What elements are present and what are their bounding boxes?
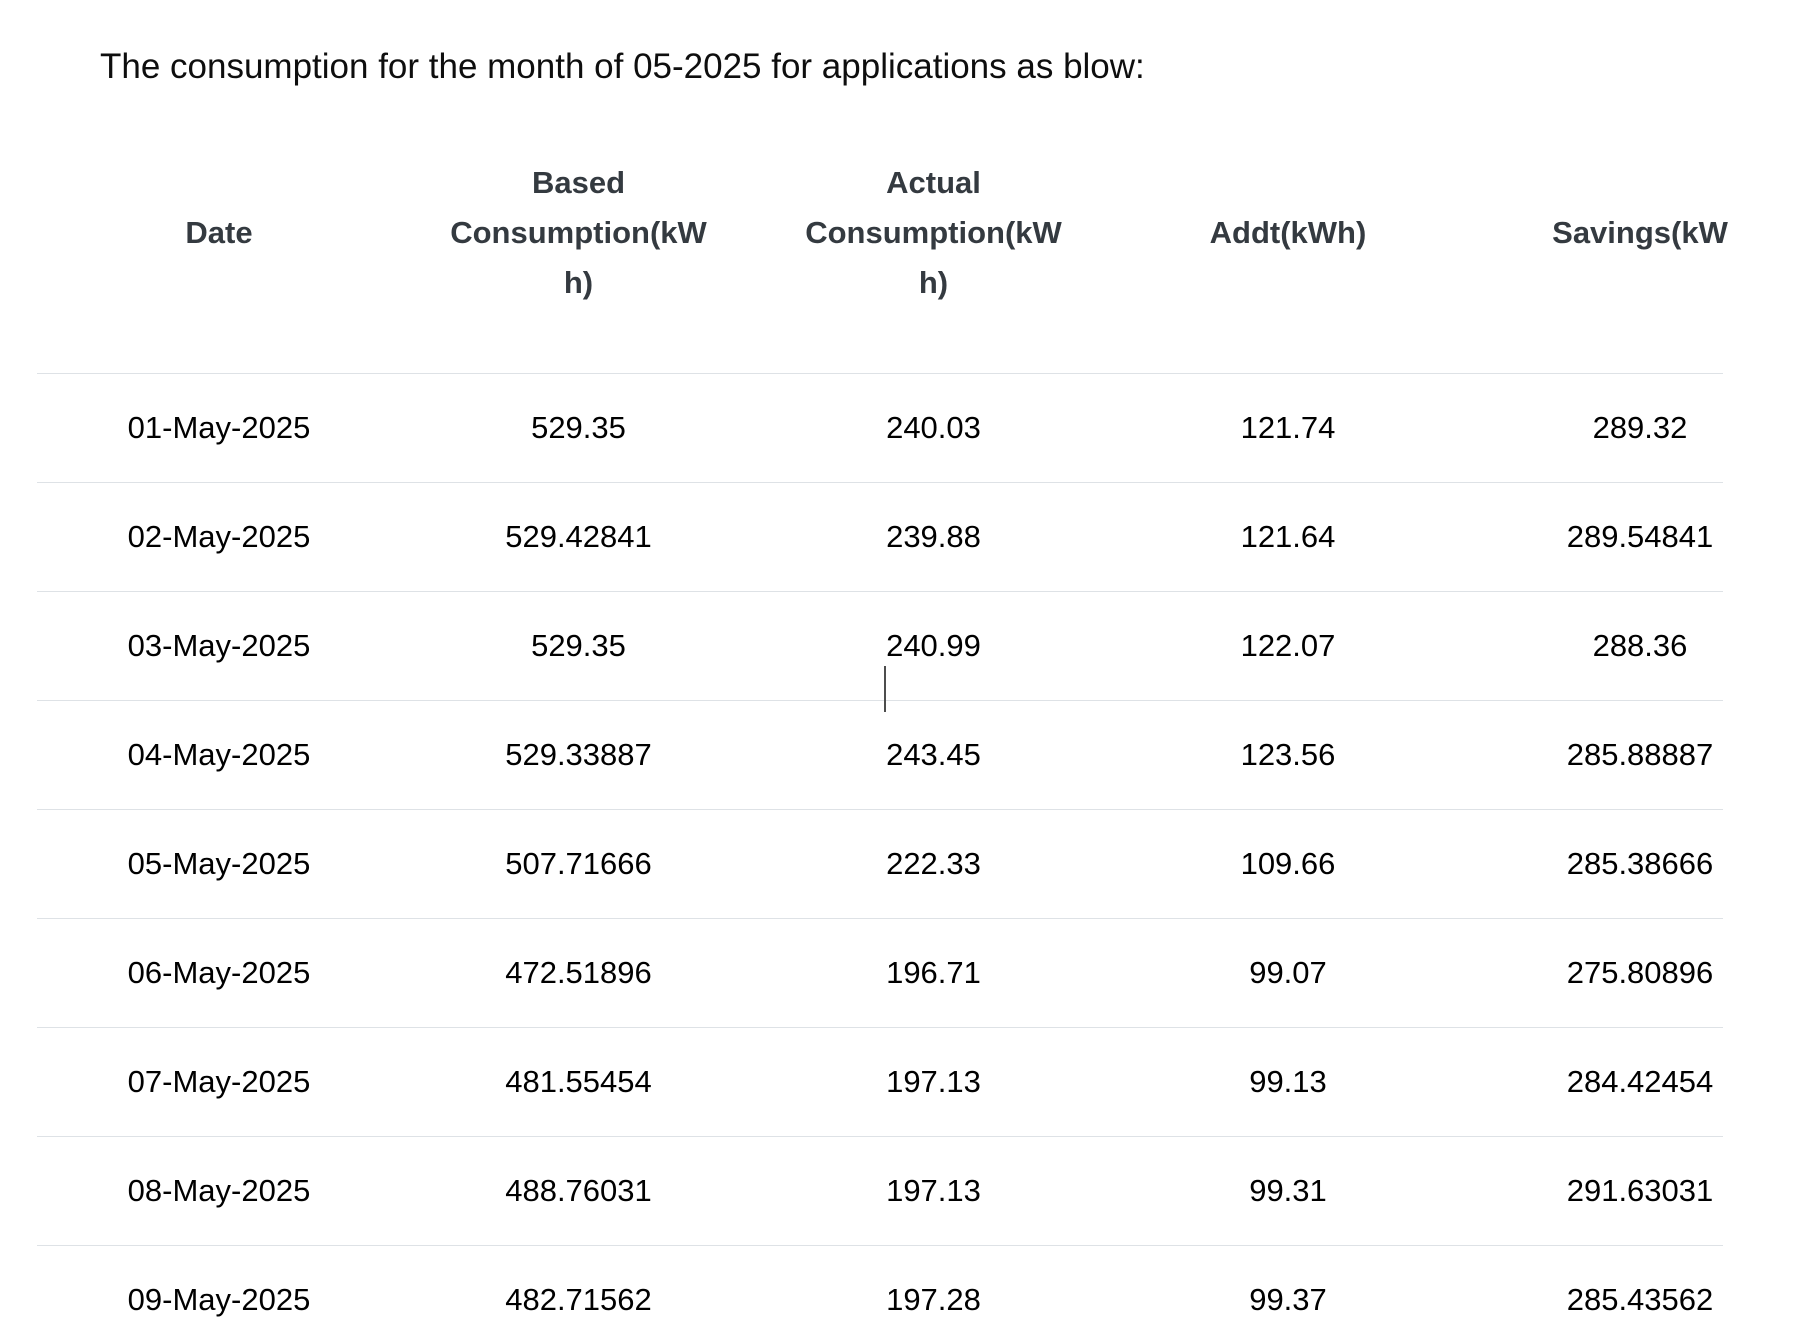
cell-actual[interactable]: 240.99: [886, 628, 981, 663]
cell-date[interactable]: 02-May-2025: [127, 519, 311, 554]
cell-savings[interactable]: 285.43562: [1566, 1282, 1714, 1317]
cell-savings[interactable]: 285.88887: [1566, 737, 1714, 772]
consumption-table: Date Based Consumption(kW h) Actual Consumpti…: [0, 91, 1811, 1326]
cell-based[interactable]: 529.35: [531, 410, 626, 445]
cell-date[interactable]: 07-May-2025: [127, 1064, 311, 1099]
cell-date[interactable]: 08-May-2025: [127, 1173, 311, 1208]
cell-date[interactable]: 09-May-2025: [127, 1282, 311, 1317]
header-line: Date: [185, 215, 253, 250]
table-row: 05-May-2025 507.71666 222.33 109.66 285.3866…: [37, 810, 1723, 919]
table-row: 04-May-2025 529.33887 243.45 123.56 285.8888…: [37, 701, 1723, 810]
cell-savings[interactable]: 288.36: [1592, 628, 1688, 663]
header-line: h): [563, 265, 594, 300]
cell-based[interactable]: 472.51896: [505, 955, 652, 990]
table-header-row: Date Based Consumption(kW h) Actual Consumpti…: [37, 91, 1728, 374]
cell-addt[interactable]: 121.64: [1240, 519, 1336, 554]
cell-savings[interactable]: 285.38666: [1566, 846, 1714, 881]
cell-actual[interactable]: 222.33: [886, 846, 981, 881]
cell-based[interactable]: 529.42841: [505, 519, 652, 554]
header-line: Consumption(kW: [450, 215, 707, 250]
cell-based[interactable]: 482.71562: [505, 1282, 652, 1317]
page-title: The consumption for the month of 05-2025…: [100, 47, 1145, 86]
cell-date[interactable]: 04-May-2025: [127, 737, 311, 772]
cell-actual[interactable]: 239.88: [886, 519, 981, 554]
cell-addt[interactable]: 99.31: [1249, 1173, 1327, 1208]
table-row: 07-May-2025 481.55454 197.13 99.13 284.42454: [37, 1028, 1723, 1137]
header-cell-savings: Savings(kW: [1465, 158, 1811, 308]
table-row: 02-May-2025 529.42841 239.88 121.64 289.5484…: [37, 483, 1723, 592]
cell-based[interactable]: 529.35: [531, 628, 626, 663]
cell-date[interactable]: 06-May-2025: [127, 955, 311, 990]
cell-addt[interactable]: 123.56: [1240, 737, 1336, 772]
cell-based[interactable]: 507.71666: [505, 846, 652, 881]
cell-actual[interactable]: 197.13: [886, 1064, 981, 1099]
cell-addt[interactable]: 121.74: [1240, 410, 1336, 445]
cell-actual[interactable]: 243.45: [886, 737, 981, 772]
cell-based[interactable]: 529.33887: [505, 737, 652, 772]
header-line: Based: [531, 165, 626, 200]
header-line: Savings(kW: [1552, 215, 1728, 250]
header-line: Addt(kWh): [1209, 215, 1367, 250]
header-cell-based: Based Consumption(kW h): [401, 158, 756, 308]
header-line: Actual: [886, 165, 981, 200]
table-row: 09-May-2025 482.71562 197.28 99.37 285.43562: [37, 1246, 1723, 1326]
cell-savings[interactable]: 284.42454: [1566, 1064, 1714, 1099]
cell-actual[interactable]: 197.13: [886, 1173, 981, 1208]
table-row: 01-May-2025 529.35 240.03 121.74 289.32: [37, 374, 1723, 483]
cell-addt[interactable]: 99.07: [1249, 955, 1327, 990]
header-cell-date: Date: [37, 158, 401, 308]
cell-savings[interactable]: 289.32: [1592, 410, 1688, 445]
table-row: 06-May-2025 472.51896 196.71 99.07 275.80896: [37, 919, 1723, 1028]
header-cell-addt: Addt(kWh): [1111, 158, 1465, 308]
table-body: 01-May-2025 529.35 240.03 121.74 289.32 02-Ma…: [0, 374, 1811, 1326]
cell-savings[interactable]: 291.63031: [1566, 1173, 1714, 1208]
cell-addt[interactable]: 99.13: [1249, 1064, 1327, 1099]
cell-based[interactable]: 481.55454: [505, 1064, 652, 1099]
cell-actual[interactable]: 197.28: [886, 1282, 981, 1317]
cell-actual[interactable]: 196.71: [886, 955, 981, 990]
table-row: 08-May-2025 488.76031 197.13 99.31 291.63031: [37, 1137, 1723, 1246]
cell-date[interactable]: 05-May-2025: [127, 846, 311, 881]
cell-date[interactable]: 01-May-2025: [127, 410, 311, 445]
cell-savings[interactable]: 289.54841: [1566, 519, 1714, 554]
cell-addt[interactable]: 109.66: [1240, 846, 1336, 881]
cell-date[interactable]: 03-May-2025: [127, 628, 311, 663]
cell-based[interactable]: 488.76031: [505, 1173, 652, 1208]
table-row: 03-May-2025 529.35 240.99 122.07 288.36: [37, 592, 1723, 701]
cell-savings[interactable]: 275.80896: [1566, 955, 1714, 990]
header-cell-actual: Actual Consumption(kW h): [756, 158, 1111, 308]
cell-addt[interactable]: 99.37: [1249, 1282, 1327, 1317]
cell-addt[interactable]: 122.07: [1240, 628, 1336, 663]
cell-actual[interactable]: 240.03: [886, 410, 981, 445]
header-line: h): [918, 265, 949, 300]
page: The consumption for the month of 05-2025…: [0, 42, 1811, 1326]
text-caret: [884, 666, 886, 712]
header-line: Consumption(kW: [805, 215, 1062, 250]
